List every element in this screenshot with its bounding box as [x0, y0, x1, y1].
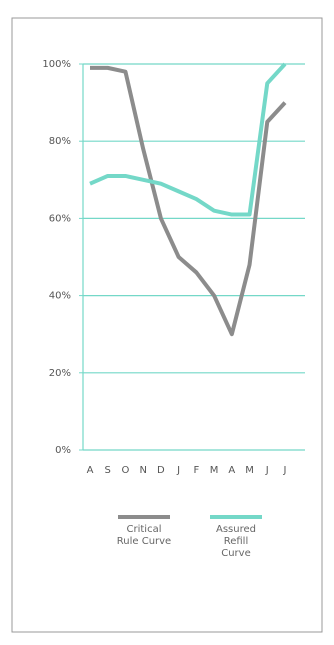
legend-label: Assured Refill Curve	[216, 524, 256, 559]
x-tick-label: D	[157, 465, 165, 476]
y-tick-label: 80%	[49, 136, 71, 147]
x-tick-label: M	[245, 465, 254, 476]
x-tick-label: M	[210, 465, 219, 476]
y-tick-label: 100%	[42, 59, 71, 70]
y-tick-label: 60%	[49, 213, 71, 224]
legend-label: Critical Rule Curve	[116, 524, 172, 547]
x-tick-label: F	[193, 465, 199, 476]
x-tick-label: J	[265, 465, 269, 476]
x-tick-label: N	[139, 465, 146, 476]
x-tick-label: J	[283, 465, 287, 476]
series-line	[90, 65, 287, 337]
frame	[11, 17, 323, 633]
x-tick-label: A	[228, 465, 235, 476]
x-tick-label: S	[105, 465, 111, 476]
y-tick-label: 40%	[49, 291, 71, 302]
y-tick-label: 0%	[55, 445, 71, 456]
series-line	[89, 62, 287, 217]
x-tick-label: A	[87, 465, 94, 476]
x-tick-label: J	[176, 465, 180, 476]
y-tick-label: 20%	[49, 368, 71, 379]
x-tick-label: O	[122, 465, 130, 476]
